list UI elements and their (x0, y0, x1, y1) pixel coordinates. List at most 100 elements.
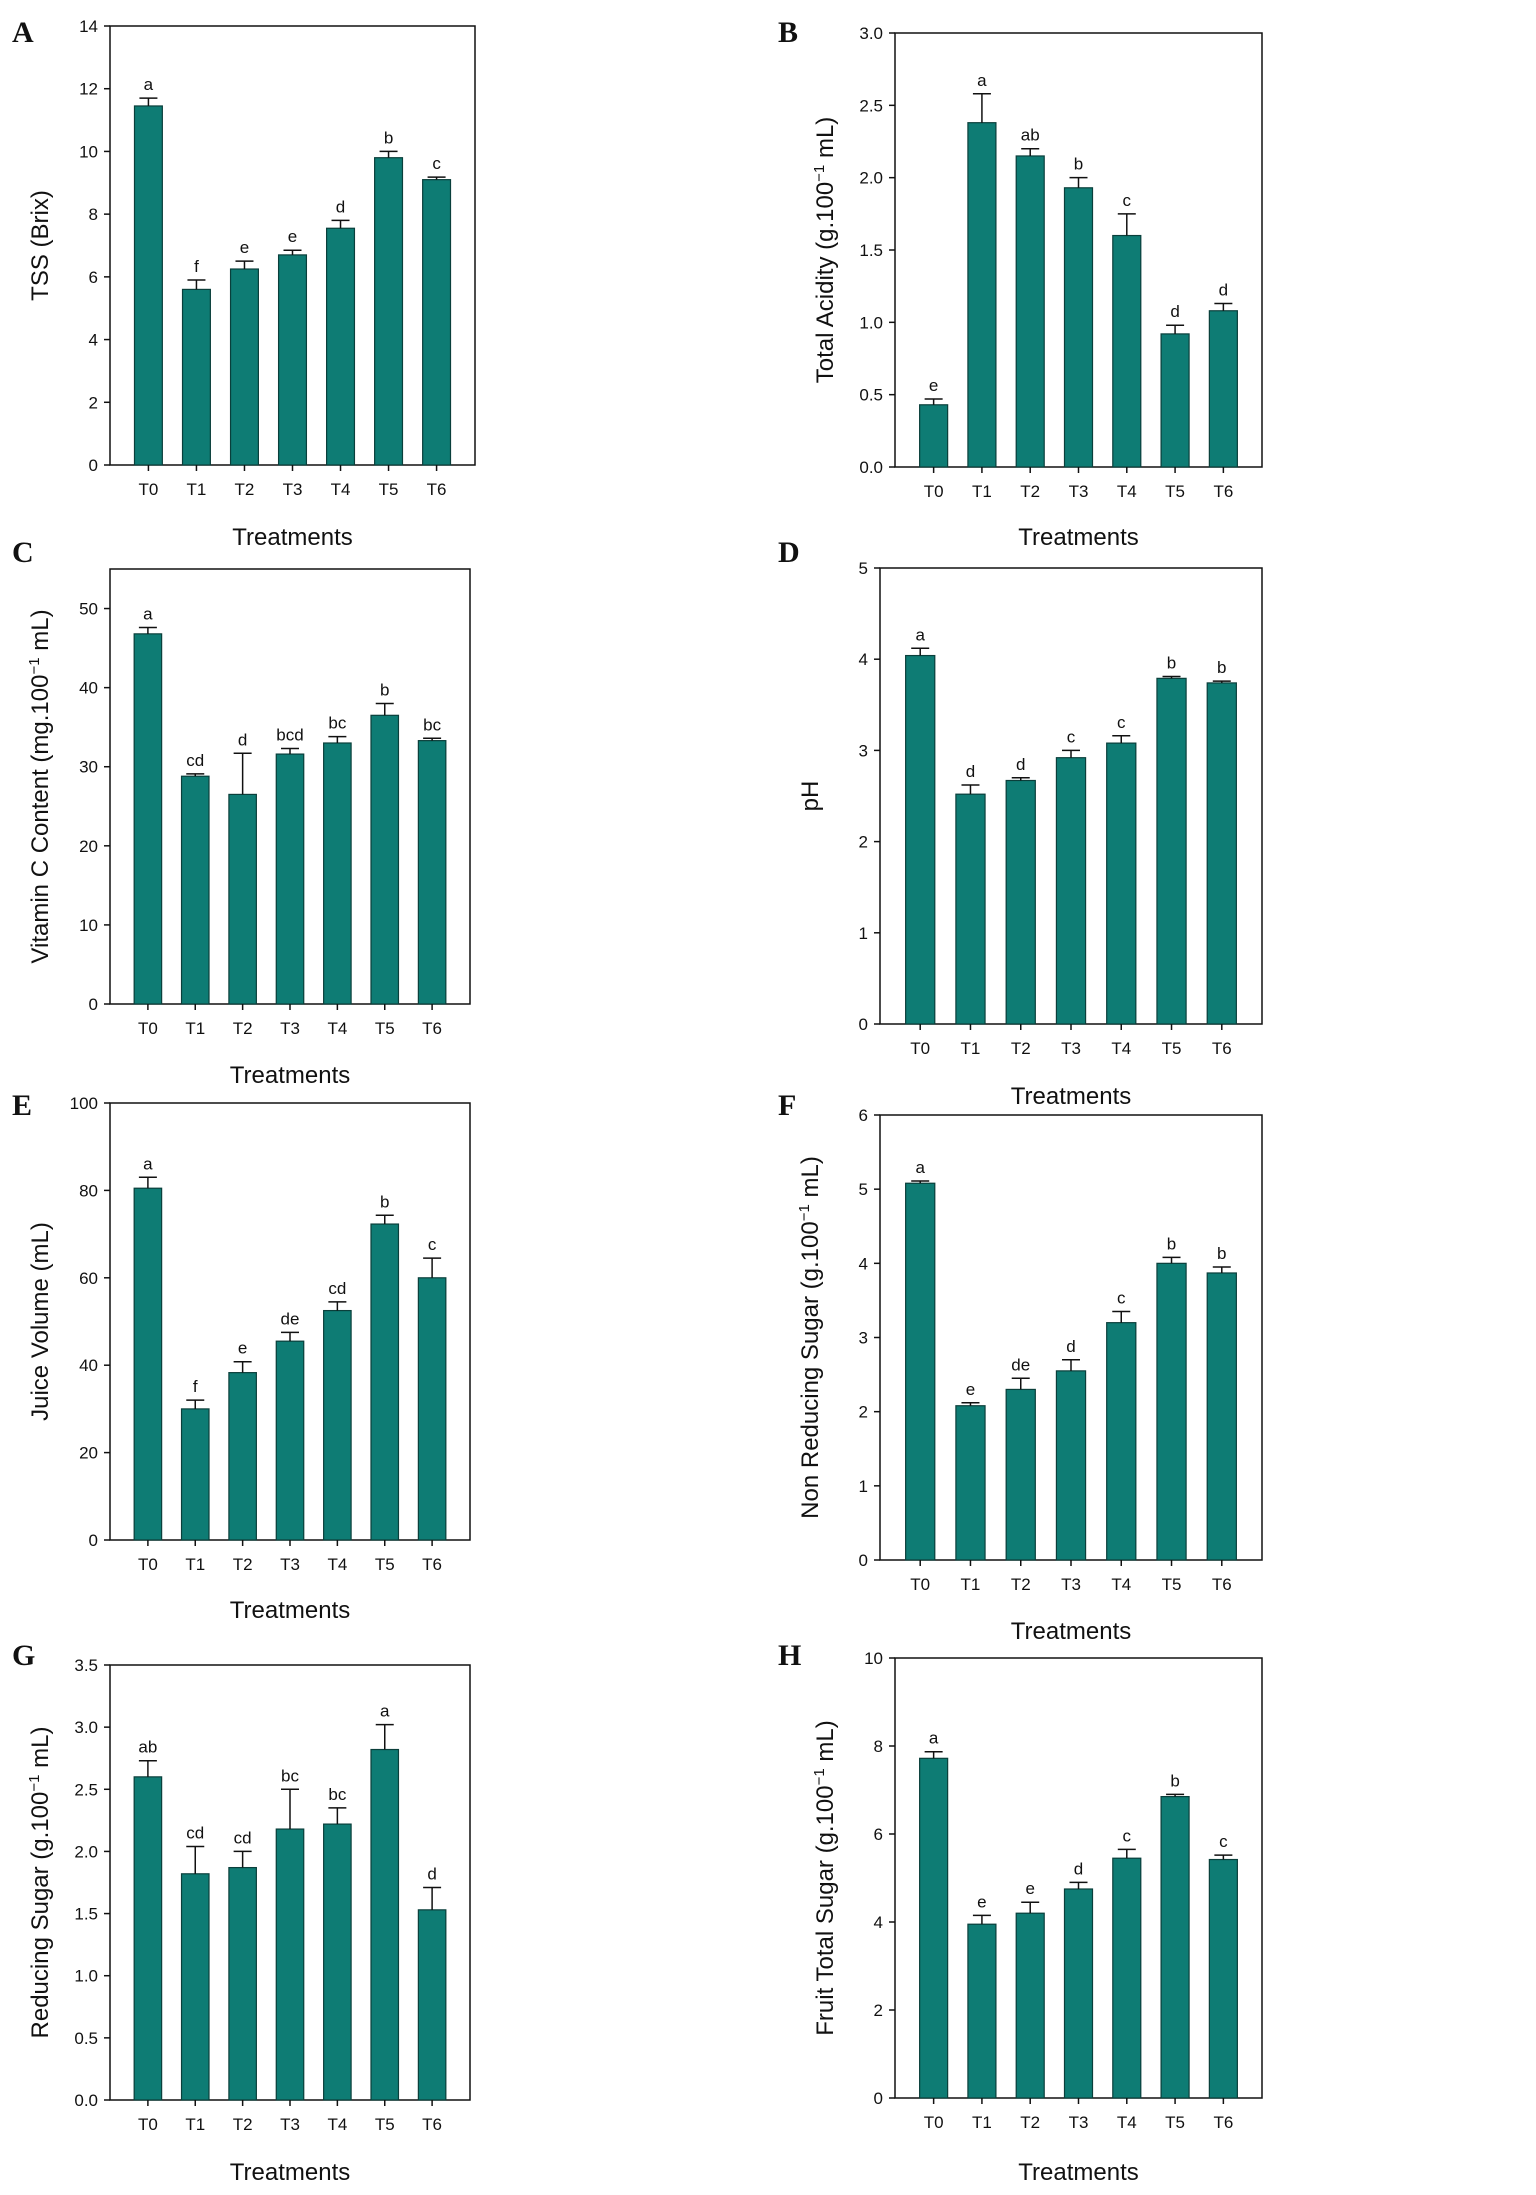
x-tick-label: T2 (1020, 2113, 1040, 2132)
y-axis-title: TSS (Brix) (27, 190, 54, 301)
bar-t1 (180, 1408, 210, 1541)
significance-label: d (1066, 1337, 1075, 1356)
y-tick-label: 5 (859, 559, 868, 578)
bar-t4 (323, 1309, 352, 1541)
x-tick-label: T5 (379, 480, 399, 499)
y-tick-label: 0 (859, 1551, 868, 1570)
bar-t1 (181, 288, 211, 466)
x-tick-label: T5 (375, 1019, 395, 1038)
x-tick-label: T5 (1165, 482, 1185, 501)
bar-t5 (1160, 333, 1190, 468)
y-tick-label: 40 (79, 679, 98, 698)
x-tick-label: T2 (235, 480, 255, 499)
y-tick-label: 12 (79, 80, 98, 99)
y-axis-title: Reducing Sugar (g.100−1 mL) (26, 1727, 54, 2039)
y-tick-label: 1 (859, 924, 868, 943)
y-tick-label: 4 (89, 331, 98, 350)
significance-label: a (143, 605, 153, 624)
bar-t2 (228, 793, 257, 1005)
y-tick-label: 0 (89, 456, 98, 475)
bar-t4 (325, 227, 356, 466)
significance-label: de (1011, 1355, 1030, 1374)
y-tick-label: 0.5 (859, 386, 883, 405)
x-tick-label: T6 (422, 1019, 442, 1038)
significance-label: b (1217, 1244, 1226, 1263)
chart-panel-h: H 0 2 4 6 8 10 a T0 e T1 e T2 d T3 c T4 b T5 c T6 Treatments F… (778, 1639, 1263, 2186)
bar-t0 (133, 633, 163, 1005)
y-axis-title: Vitamin C Content (mg.100−1 mL) (26, 609, 54, 963)
significance-label: bc (328, 1785, 346, 1804)
y-tick-label: 0.5 (74, 2029, 98, 2048)
y-tick-label: 80 (79, 1181, 98, 1200)
y-tick-label: 0 (89, 1531, 98, 1550)
bar-t4 (323, 742, 352, 1005)
bar-t2 (229, 268, 260, 466)
y-tick-label: 4 (874, 1913, 883, 1932)
x-tick-label: T0 (924, 482, 944, 501)
x-tick-label: T4 (1117, 482, 1137, 501)
x-tick-label: T1 (972, 2113, 992, 2132)
x-tick-label: T3 (280, 2115, 300, 2134)
significance-label: e (966, 1380, 975, 1399)
significance-label: bc (328, 714, 346, 733)
x-tick-label: T1 (185, 1019, 205, 1038)
x-tick-label: T1 (961, 1039, 981, 1058)
panel-letter: A (12, 16, 34, 49)
bar-t2 (1005, 779, 1036, 1025)
x-tick-label: T4 (1117, 2113, 1137, 2132)
x-tick-label: T3 (1061, 1575, 1081, 1594)
bar-t5 (370, 1748, 400, 2101)
significance-label: f (193, 1377, 198, 1396)
significance-label: a (380, 1702, 390, 1721)
y-tick-label: 2.5 (859, 96, 883, 115)
x-tick-label: T4 (1111, 1575, 1131, 1594)
y-tick-label: 0.0 (74, 2091, 98, 2110)
bar-t0 (133, 1187, 163, 1541)
significance-label: bc (281, 1766, 299, 1785)
y-tick-label: 2 (874, 2001, 883, 2020)
x-tick-label: T6 (1212, 1575, 1232, 1594)
x-tick-label: T2 (1011, 1039, 1031, 1058)
x-tick-label: T2 (233, 1555, 253, 1574)
significance-label: cd (186, 751, 204, 770)
x-tick-label: T4 (1111, 1039, 1131, 1058)
y-tick-label: 1.5 (859, 241, 883, 260)
y-tick-label: 10 (864, 1649, 883, 1668)
x-axis-title: Treatments (1011, 1618, 1131, 1645)
bar-t4 (1112, 234, 1142, 468)
y-tick-label: 3.0 (74, 1718, 98, 1737)
bar-t6 (417, 1277, 447, 1541)
x-tick-label: T5 (1162, 1039, 1182, 1058)
significance-label: c (432, 154, 441, 173)
y-tick-label: 4 (859, 1254, 868, 1273)
y-tick-label: 6 (874, 1825, 883, 1844)
y-tick-label: 6 (859, 1106, 868, 1125)
significance-label: de (281, 1309, 300, 1328)
y-tick-label: 1.0 (859, 313, 883, 332)
x-tick-label: T6 (1212, 1039, 1232, 1058)
significance-label: b (1167, 1234, 1176, 1253)
y-tick-label: 2 (859, 833, 868, 852)
panel-letter: F (778, 1089, 796, 1122)
significance-label: b (1074, 155, 1083, 174)
y-tick-label: 10 (79, 142, 98, 161)
y-axis-title: Juice Volume (mL) (27, 1222, 54, 1421)
significance-label: b (380, 680, 389, 699)
bar-t6 (1206, 1272, 1237, 1561)
y-tick-label: 5 (859, 1180, 868, 1199)
x-tick-label: T3 (283, 480, 303, 499)
bar-t0 (905, 654, 936, 1025)
bar-t2 (228, 1372, 257, 1541)
significance-label: c (1117, 1289, 1126, 1308)
significance-label: b (1167, 654, 1176, 673)
y-tick-label: 2 (859, 1403, 868, 1422)
y-tick-label: 2.0 (74, 1842, 98, 1861)
y-tick-label: 0 (874, 2089, 883, 2108)
x-axis-title: Treatments (232, 524, 352, 551)
bar-t5 (1160, 1795, 1190, 2099)
significance-label: d (966, 762, 975, 781)
x-tick-label: T5 (375, 1555, 395, 1574)
bar-t1 (955, 1405, 986, 1561)
chart-panel-f: F 0 1 2 3 4 5 6 a T0 e T1 de T2 d T3 c T4 b T5 b T6 Treatments… (778, 1089, 1263, 1645)
